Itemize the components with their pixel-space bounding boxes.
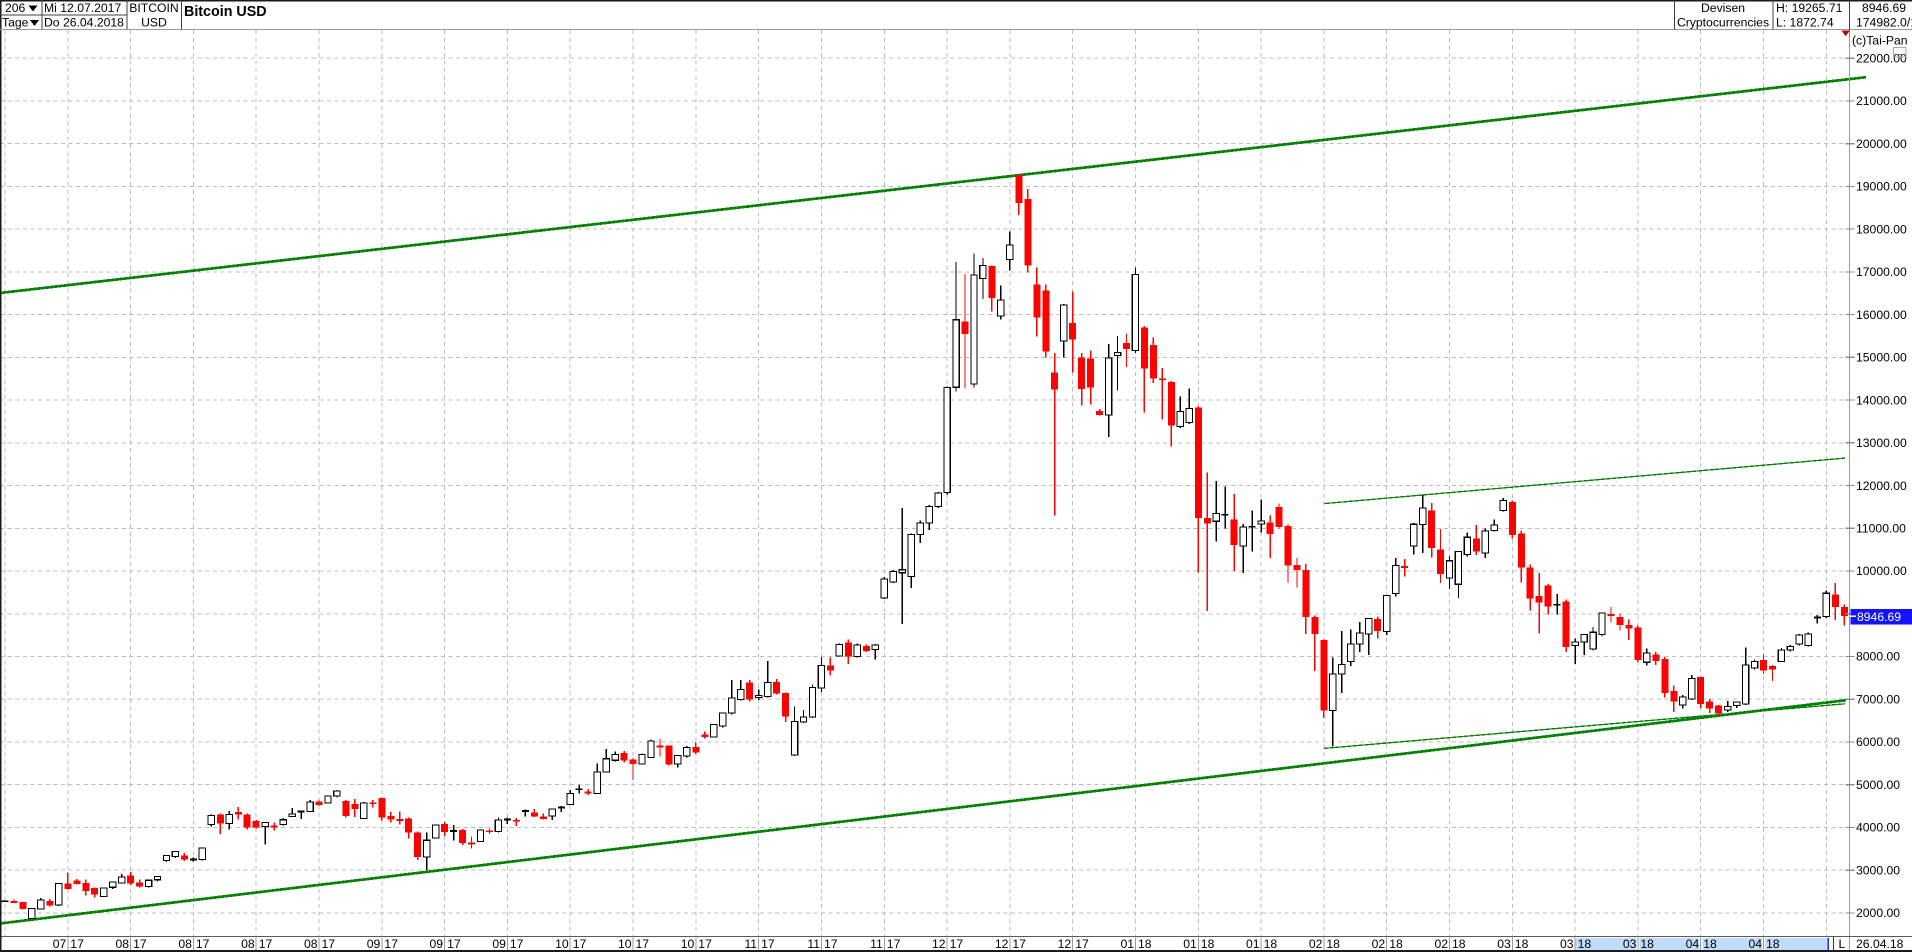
svg-text:H: 19265.71: H: 19265.71: [1776, 1, 1843, 15]
svg-text:Mi 12.07.2017: Mi 12.07.2017: [44, 1, 121, 15]
svg-text:(c)Tai-Pan: (c)Tai-Pan: [1852, 34, 1908, 48]
svg-text:02: 02: [1434, 937, 1448, 951]
svg-text:08: 08: [241, 937, 255, 951]
svg-text:12: 12: [932, 937, 946, 951]
svg-text:18: 18: [1201, 937, 1215, 951]
svg-text:02: 02: [1309, 937, 1323, 951]
svg-text:17: 17: [573, 937, 587, 951]
svg-text:17: 17: [196, 937, 210, 951]
svg-text:10: 10: [555, 937, 569, 951]
svg-text:BITCOIN: BITCOIN: [129, 1, 178, 15]
svg-text:L: L: [1839, 937, 1846, 951]
svg-text:Bitcoin USD: Bitcoin USD: [184, 4, 267, 20]
svg-text:11: 11: [807, 937, 820, 951]
svg-text:174982.0/1: 174982.0/1: [1856, 16, 1912, 30]
svg-text:17: 17: [322, 937, 336, 951]
svg-text:17: 17: [950, 937, 964, 951]
svg-text:18: 18: [1326, 937, 1340, 951]
svg-text:13000.00: 13000.00: [1856, 436, 1907, 450]
svg-text:08: 08: [116, 937, 130, 951]
svg-text:17: 17: [636, 937, 650, 951]
svg-text:10: 10: [618, 937, 632, 951]
svg-text:09: 09: [492, 937, 506, 951]
svg-text:18000.00: 18000.00: [1856, 222, 1907, 236]
svg-text:17: 17: [1075, 937, 1089, 951]
svg-text:26.04.18: 26.04.18: [1856, 937, 1904, 951]
svg-text:8946.69: 8946.69: [1862, 1, 1906, 15]
svg-text:22000.00: 22000.00: [1856, 51, 1907, 65]
svg-text:11000.00: 11000.00: [1856, 522, 1906, 536]
svg-text:01: 01: [1120, 937, 1134, 951]
svg-text:8946.69: 8946.69: [1857, 610, 1901, 624]
svg-text:08: 08: [304, 937, 318, 951]
svg-text:12: 12: [1058, 937, 1072, 951]
svg-text:17: 17: [824, 937, 838, 951]
svg-text:21000.00: 21000.00: [1856, 94, 1907, 108]
svg-text:17: 17: [447, 937, 461, 951]
svg-text:03: 03: [1623, 937, 1637, 951]
svg-text:17: 17: [698, 937, 712, 951]
svg-text:18: 18: [1515, 937, 1529, 951]
svg-text:Devisen: Devisen: [1701, 1, 1745, 15]
svg-text:17: 17: [70, 937, 84, 951]
svg-text:18: 18: [1640, 937, 1654, 951]
svg-text:04: 04: [1686, 937, 1700, 951]
svg-text:18: 18: [1138, 937, 1152, 951]
svg-text:18: 18: [1703, 937, 1717, 951]
svg-text:18: 18: [1452, 937, 1466, 951]
svg-text:8000.00: 8000.00: [1856, 650, 1900, 664]
svg-text:08: 08: [178, 937, 192, 951]
svg-text:USD: USD: [141, 16, 167, 30]
svg-text:10: 10: [681, 937, 695, 951]
svg-text:18: 18: [1389, 937, 1403, 951]
svg-text:17: 17: [761, 937, 775, 951]
svg-text:12: 12: [995, 937, 1009, 951]
svg-text:18: 18: [1766, 937, 1780, 951]
svg-text:14000.00: 14000.00: [1856, 393, 1907, 407]
svg-text:07: 07: [53, 937, 67, 951]
svg-text:17: 17: [259, 937, 273, 951]
svg-text:6000.00: 6000.00: [1856, 735, 1900, 749]
svg-text:4000.00: 4000.00: [1856, 821, 1900, 835]
svg-text:16000.00: 16000.00: [1856, 308, 1907, 322]
svg-text:02: 02: [1372, 937, 1386, 951]
svg-text:18: 18: [1264, 937, 1278, 951]
svg-text:12000.00: 12000.00: [1856, 479, 1907, 493]
svg-text:17: 17: [384, 937, 398, 951]
svg-text:09: 09: [367, 937, 381, 951]
svg-text:10000.00: 10000.00: [1856, 564, 1907, 578]
svg-text:3000.00: 3000.00: [1856, 863, 1900, 877]
svg-text:2000.00: 2000.00: [1856, 906, 1900, 920]
svg-text:04: 04: [1748, 937, 1762, 951]
svg-text:17000.00: 17000.00: [1856, 265, 1907, 279]
svg-text:15000.00: 15000.00: [1856, 351, 1907, 365]
svg-text:206: 206: [5, 1, 26, 15]
svg-text:18: 18: [1578, 937, 1592, 951]
svg-text:09: 09: [430, 937, 444, 951]
svg-text:11: 11: [870, 937, 883, 951]
svg-text:03: 03: [1497, 937, 1511, 951]
svg-text:01: 01: [1183, 937, 1197, 951]
svg-text:19000.00: 19000.00: [1856, 180, 1907, 194]
svg-text:11: 11: [744, 937, 757, 951]
svg-text:17: 17: [510, 937, 524, 951]
svg-text:5000.00: 5000.00: [1856, 778, 1900, 792]
svg-text:17: 17: [887, 937, 901, 951]
svg-text:17: 17: [1012, 937, 1026, 951]
svg-text:7000.00: 7000.00: [1856, 692, 1900, 706]
svg-text:Cryptocurrencies: Cryptocurrencies: [1677, 16, 1769, 30]
svg-text:20000.00: 20000.00: [1856, 137, 1907, 151]
svg-text:03: 03: [1560, 937, 1574, 951]
svg-text:17: 17: [133, 937, 147, 951]
svg-text:L: 1872.74: L: 1872.74: [1776, 16, 1834, 30]
svg-text:Tage: Tage: [2, 16, 29, 30]
svg-text:Do 26.04.2018: Do 26.04.2018: [44, 16, 124, 30]
svg-text:01: 01: [1246, 937, 1260, 951]
